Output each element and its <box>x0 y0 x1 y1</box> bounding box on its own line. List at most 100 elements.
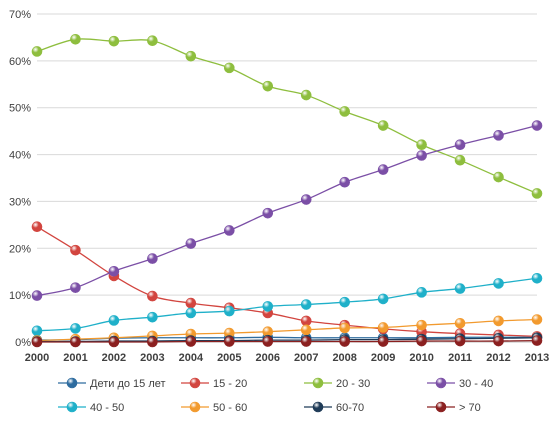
x-tick-label: 2000 <box>25 352 49 364</box>
data-point <box>224 62 235 74</box>
gridlines <box>37 13 537 343</box>
legend-item: Дети до 15 лет <box>58 377 166 390</box>
legend-label: 30 - 40 <box>459 378 493 390</box>
y-tick-label: 10% <box>9 290 31 302</box>
x-axis: 2000 2001 2002 2003 2004 2005 2006 2007 2008 2009… <box>25 341 549 364</box>
data-point <box>224 225 235 236</box>
legend-marker <box>435 377 447 389</box>
legend-label: Дети до 15 лет <box>90 378 166 390</box>
y-tick-label: 50% <box>9 103 31 115</box>
data-point <box>454 283 466 294</box>
y-tick-label: 70% <box>9 9 31 21</box>
series-7 <box>31 335 543 348</box>
data-point <box>377 164 389 175</box>
data-point <box>454 335 466 347</box>
legend-marker <box>66 377 78 389</box>
x-tick-label: 2013 <box>525 352 549 364</box>
data-point <box>147 35 158 47</box>
data-point <box>454 317 466 329</box>
data-point <box>300 315 312 327</box>
data-point <box>493 335 504 347</box>
legend-label: 20 - 30 <box>336 378 370 390</box>
data-point <box>377 322 389 333</box>
data-point <box>31 336 43 348</box>
legend-item: 30 - 40 <box>427 377 493 390</box>
data-point <box>454 139 466 151</box>
data-point <box>70 282 81 293</box>
data-point <box>339 176 350 188</box>
data-point <box>108 336 120 348</box>
data-point <box>493 315 504 327</box>
legend-item: 50 - 60 <box>181 401 247 414</box>
data-point <box>531 120 543 131</box>
data-point <box>224 336 235 347</box>
series-3 <box>31 120 543 301</box>
legend-marker <box>189 377 201 389</box>
data-point <box>224 305 235 317</box>
legend-marker <box>312 377 324 389</box>
data-point <box>262 301 274 312</box>
x-tick-label: 2004 <box>179 352 204 364</box>
x-tick-label: 2009 <box>371 352 395 364</box>
legend: Дети до 15 лет 15 - 20 20 - 30 30 - 40 40 - … <box>58 377 493 414</box>
series-line <box>36 38 538 195</box>
data-point <box>70 323 81 334</box>
data-point <box>377 336 389 347</box>
legend-label: > 70 <box>459 402 481 414</box>
data-point <box>531 335 543 346</box>
legend-item: 15 - 20 <box>181 377 247 390</box>
legend-item: 40 - 50 <box>58 401 124 414</box>
legend-item: 20 - 30 <box>304 377 370 390</box>
data-point <box>300 194 312 205</box>
data-point <box>70 244 81 256</box>
legend-label: 50 - 60 <box>213 402 247 414</box>
legend-label: 40 - 50 <box>90 402 124 414</box>
data-point <box>300 324 312 336</box>
data-point <box>108 35 120 47</box>
data-point <box>262 336 274 347</box>
data-point <box>416 139 427 151</box>
y-axis: 0% 10% 20% 30% 40% 50% 60% 70% <box>9 9 31 349</box>
data-point <box>147 253 158 264</box>
data-point <box>531 314 543 325</box>
series-layer <box>31 34 543 348</box>
data-point <box>339 336 350 347</box>
data-point <box>300 336 312 347</box>
series-5 <box>31 314 543 346</box>
data-point <box>185 336 197 347</box>
data-point <box>31 325 43 337</box>
data-point <box>185 238 197 249</box>
y-tick-label: 30% <box>9 196 31 208</box>
legend-label: 15 - 20 <box>213 378 247 390</box>
data-point <box>108 265 120 277</box>
data-point <box>185 297 197 309</box>
data-point <box>531 272 543 284</box>
data-point <box>377 120 389 131</box>
x-tick-label: 2012 <box>486 352 510 364</box>
legend-item: > 70 <box>427 401 481 414</box>
data-point <box>416 150 427 161</box>
data-point <box>262 80 274 92</box>
data-point <box>185 307 197 319</box>
x-tick-label: 2005 <box>217 352 241 364</box>
data-point <box>416 319 427 331</box>
x-tick-label: 2007 <box>294 352 318 364</box>
data-point <box>416 335 427 347</box>
x-tick-label: 2008 <box>332 352 356 364</box>
y-tick-label: 60% <box>9 56 31 68</box>
data-point <box>300 89 312 101</box>
legend-marker <box>435 401 447 413</box>
data-point <box>147 290 158 302</box>
data-point <box>339 106 350 117</box>
data-point <box>31 46 43 57</box>
series-2 <box>31 34 543 199</box>
data-point <box>300 299 312 310</box>
data-point <box>531 188 543 199</box>
data-point <box>493 130 504 141</box>
y-tick-label: 20% <box>9 243 31 255</box>
legend-marker <box>66 401 78 413</box>
y-tick-label: 0% <box>15 337 31 349</box>
series-6 <box>31 332 543 347</box>
